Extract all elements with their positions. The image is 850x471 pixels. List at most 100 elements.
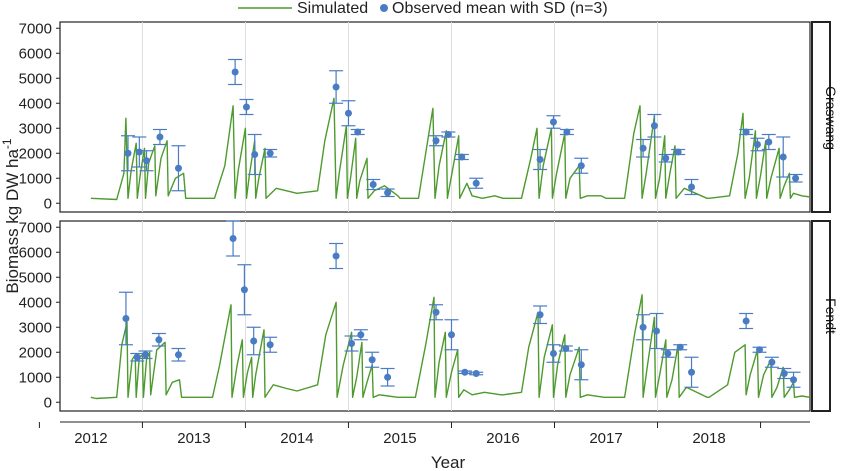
observed-point (765, 138, 773, 146)
strip-label-fendt: Fendt (823, 298, 839, 334)
observed-point (432, 308, 440, 316)
y-tick-label: 6000 (19, 45, 52, 62)
observed-point (143, 157, 151, 165)
observed-point (461, 368, 469, 376)
panel-fendt: 0 1000 2000 3000 4000 5000 6000 7000 (19, 219, 811, 412)
observed-point (792, 174, 800, 182)
observed-point (135, 148, 143, 156)
y-tick-label: 6000 (19, 244, 52, 261)
x-axis: 2012 2013 2014 2015 2016 2017 2018 (38, 421, 810, 447)
y-tick-label: 3000 (19, 319, 52, 336)
observed-point (444, 131, 452, 138)
observed-point (242, 103, 250, 111)
y-axis-title-main: Biomass kg DW ha (3, 149, 22, 294)
observed-point (536, 156, 544, 163)
y-tick-label: 4000 (19, 294, 52, 311)
legend-observed-label: Observed mean with SD (n=3) (392, 0, 608, 17)
y-tick-label: 3000 (19, 120, 52, 137)
observed-point (384, 189, 392, 197)
observed-point (357, 331, 365, 339)
legend: Simulated Observed mean with SD (n=3) (238, 0, 608, 17)
observed-point (156, 133, 164, 141)
observed-point (652, 327, 660, 335)
panel-graswang: 0 1000 2000 3000 4000 5000 6000 7000 (19, 20, 811, 213)
y-tick-label: 7000 (19, 20, 52, 37)
observed-point (664, 350, 672, 357)
observed-point (348, 340, 356, 347)
observed-point (768, 358, 776, 366)
x-tick-label: 2013 (177, 430, 210, 447)
strip-graswang (811, 21, 831, 213)
observed-point (662, 154, 670, 162)
observed-point (124, 149, 132, 157)
observed-point (756, 346, 764, 354)
observed-point (458, 153, 466, 161)
observed-point (549, 118, 557, 126)
observed-point (354, 128, 362, 136)
observed-point (549, 350, 557, 357)
observed-point (155, 336, 163, 344)
simulated-series-line (90, 294, 811, 400)
observed-point (332, 252, 340, 260)
observed-point (639, 144, 647, 152)
y-tick-label: 5000 (19, 269, 52, 286)
observed-point (250, 337, 258, 345)
observed-point (780, 370, 788, 377)
observed-point (650, 122, 658, 130)
x-tick-label: 2017 (589, 430, 622, 447)
x-axis-title: Year (431, 453, 466, 471)
observed-point (779, 153, 787, 161)
observed-point (688, 183, 696, 191)
observed-point (577, 162, 585, 170)
observed-point (790, 376, 798, 384)
y-tick-label: 0 (44, 195, 52, 212)
observed-point (174, 351, 182, 359)
observed-point (369, 181, 377, 188)
y-tick-label: 1000 (19, 369, 52, 386)
x-tick-label: 2014 (280, 430, 313, 447)
observed-point (229, 235, 237, 242)
y-tick-label: 4000 (19, 95, 52, 112)
x-tick-label: 2012 (74, 430, 107, 447)
y-tick-label: 7000 (19, 219, 52, 236)
legend-simulated-label: Simulated (297, 0, 368, 17)
x-tick-label: 2016 (486, 430, 519, 447)
observed-point (674, 148, 682, 156)
observed-point (688, 368, 696, 376)
observed-point (266, 341, 274, 349)
observed-point (142, 351, 150, 359)
observed-point (251, 151, 259, 158)
observed-point (332, 83, 340, 91)
observed-point (676, 343, 684, 351)
observed-point (344, 109, 352, 117)
observed-point (384, 373, 392, 381)
y-tick-label: 5000 (19, 70, 52, 87)
observed-point (577, 361, 585, 369)
observed-point (122, 315, 130, 322)
y-tick-label: 1000 (19, 170, 52, 187)
x-tick-label: 2018 (692, 430, 725, 447)
observed-point (563, 128, 571, 136)
x-tick-label: 2015 (383, 430, 416, 447)
observed-point (472, 370, 480, 377)
simulated-series-line (90, 97, 811, 201)
observed-point (472, 179, 480, 187)
observed-point (133, 353, 141, 361)
y-tick-label: 2000 (19, 145, 52, 162)
observed-point (742, 317, 750, 325)
observed-point (753, 141, 761, 148)
observed-point (639, 323, 647, 331)
plot-frame (59, 21, 811, 213)
observed-point (174, 164, 182, 172)
legend-observed-swatch (380, 4, 388, 12)
observed-point (266, 149, 274, 157)
observed-point (447, 331, 455, 339)
observed-point (432, 137, 440, 145)
y-tick-label: 2000 (19, 344, 52, 361)
strip-fendt (811, 220, 831, 412)
observed-point (562, 345, 570, 352)
y-tick-label: 0 (44, 394, 52, 411)
observed-point (536, 311, 544, 319)
y-axis-title-sup: -1 (0, 138, 14, 149)
